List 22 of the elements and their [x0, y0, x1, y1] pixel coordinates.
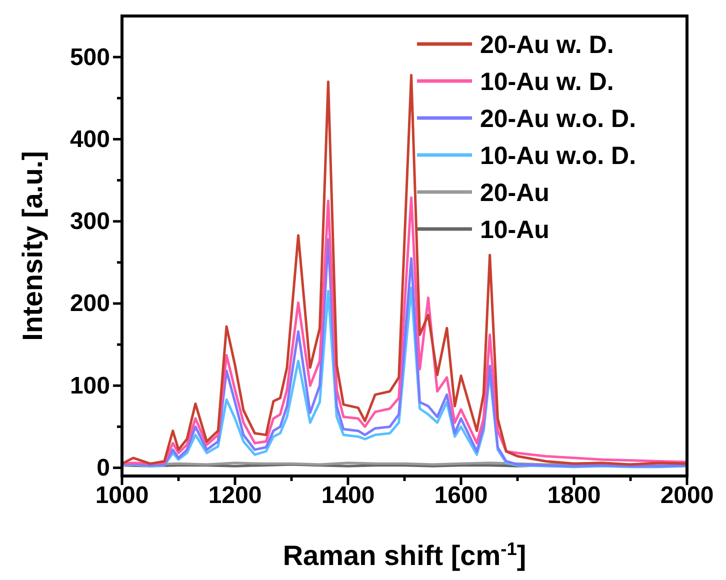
- legend-label: 10-Au w.o. D.: [480, 142, 636, 170]
- x-tick-label: 1200: [208, 482, 262, 510]
- x-tick-label: 1800: [547, 482, 601, 510]
- x-tick-label: 2000: [660, 482, 714, 510]
- x-axis-title: Raman shift [cm$^{-1}$]: [282, 539, 526, 571]
- y-tick-label: 400: [70, 126, 110, 153]
- x-tick-label: 1600: [434, 482, 488, 510]
- x-tick-label: 1000: [95, 482, 149, 510]
- legend-label: 10-Au: [480, 216, 550, 244]
- legend-label: 20-Au w.o. D.: [480, 105, 636, 133]
- legend-label: 20-Au w. D.: [480, 31, 614, 59]
- y-tick-label: 100: [70, 372, 110, 400]
- legend-label: 20-Au: [480, 179, 550, 207]
- legend-label: 10-Au w. D.: [480, 68, 614, 96]
- y-axis-title: Intensity [a.u.]: [17, 151, 48, 341]
- line-series: [120, 238, 688, 468]
- y-tick-label: 500: [70, 44, 110, 71]
- y-tick-label: 0: [96, 454, 110, 482]
- x-tick-label: 1400: [321, 482, 375, 510]
- y-tick-label: 300: [70, 208, 110, 236]
- line-series: [120, 74, 688, 466]
- y-tick-label: 200: [70, 290, 110, 318]
